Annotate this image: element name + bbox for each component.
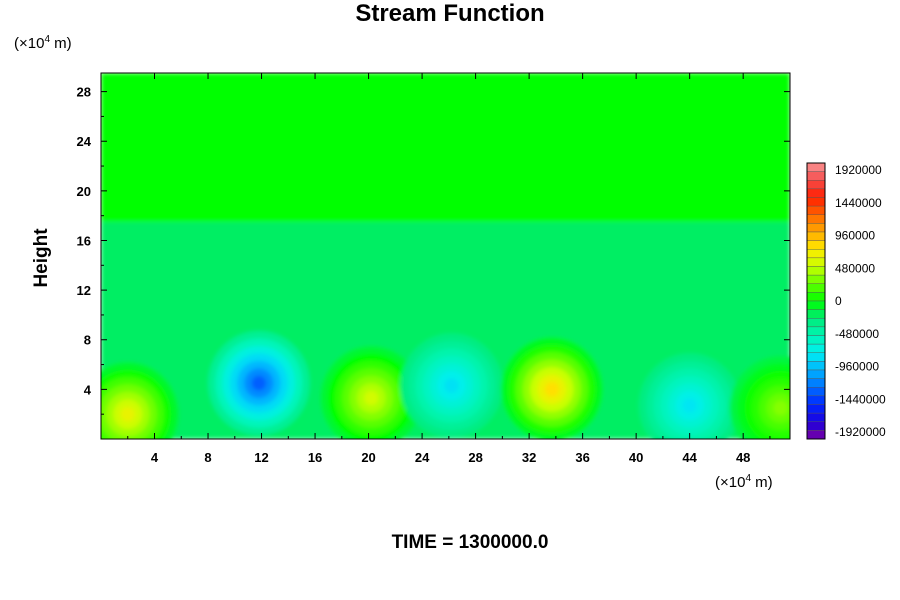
- colorbar-cell: [806, 326, 826, 336]
- contour-cell: [320, 345, 423, 439]
- y-tick-label: 12: [77, 283, 91, 298]
- colorbar-cell: [806, 214, 826, 224]
- y-tick-label: 16: [77, 233, 91, 248]
- contour-cell: [729, 355, 790, 439]
- x-tick-label: 40: [629, 450, 643, 465]
- x-tick-label: 16: [308, 450, 322, 465]
- x-tick-label: 20: [361, 450, 375, 465]
- colorbar-label: -960000: [835, 360, 879, 374]
- colorbar-cell: [806, 369, 826, 379]
- colorbar-cell: [806, 292, 826, 302]
- x-tick-label: 24: [415, 450, 430, 465]
- colorbar-cell: [806, 300, 826, 310]
- contour-cell: [638, 353, 741, 439]
- x-axis-unit: (×104 m): [715, 473, 773, 491]
- y-tick-label: 8: [84, 333, 91, 348]
- colorbar-label: -480000: [835, 327, 879, 341]
- colorbar-cell: [806, 231, 826, 241]
- contour-cell: [400, 333, 503, 438]
- colorbar-label: 960000: [835, 229, 875, 243]
- colorbar-label: 1920000: [835, 163, 882, 177]
- colorbar-label: -1920000: [835, 425, 886, 439]
- colorbar-cell: [806, 430, 826, 440]
- x-tick-label: 48: [736, 450, 750, 465]
- x-tick-label: 4: [151, 450, 159, 465]
- colorbar-cell: [806, 404, 826, 414]
- x-tick-label: 44: [682, 450, 697, 465]
- y-tick-label: 20: [77, 184, 91, 199]
- colorbar-cell: [806, 395, 826, 405]
- plot-frame: [100, 72, 791, 440]
- x-tick-label: 8: [204, 450, 211, 465]
- colorbar-cell: [806, 352, 826, 362]
- colorbar-cell: [806, 180, 826, 190]
- y-axis-unit: (×104 m): [14, 34, 72, 52]
- colorbar-cell: [806, 283, 826, 293]
- colorbar-cell: [806, 343, 826, 353]
- x-tick-label: 28: [468, 450, 482, 465]
- colorbar-cell: [806, 205, 826, 215]
- colorbar-frame: [806, 162, 826, 440]
- colorbar-cell: [806, 249, 826, 259]
- colorbar-label: -1440000: [835, 392, 886, 406]
- colorbar-cell: [806, 387, 826, 397]
- colorbar-cell: [806, 421, 826, 431]
- x-tick-label: 36: [575, 450, 589, 465]
- colorbar-cell: [806, 240, 826, 250]
- colorbar-cell: [806, 361, 826, 371]
- colorbar-cell: [806, 378, 826, 388]
- colorbar-cell: [806, 318, 826, 328]
- colorbar-cell: [806, 309, 826, 319]
- contour-cell: [501, 337, 603, 439]
- colorbar-label: 0: [835, 294, 842, 308]
- field-band: [101, 73, 790, 222]
- colorbar-cell: [806, 274, 826, 284]
- colorbar-cell: [806, 197, 826, 207]
- y-tick-label: 28: [77, 85, 91, 100]
- colorbar-cell: [806, 335, 826, 345]
- x-tick-label: 12: [254, 450, 268, 465]
- contour-cell: [208, 331, 310, 436]
- colorbar-cell: [806, 257, 826, 267]
- y-tick-label: 4: [84, 382, 92, 397]
- colorbar-cell: [806, 188, 826, 198]
- colorbar-cell: [806, 223, 826, 233]
- colorbar-cell: [806, 171, 826, 181]
- time-label: TIME = 1300000.0: [391, 532, 549, 553]
- chart-title: Stream Function: [355, 0, 545, 27]
- x-tick-label: 32: [522, 450, 536, 465]
- colorbar-cell: [806, 162, 826, 172]
- colorbar-cell: [806, 266, 826, 276]
- contour-cell: [101, 362, 179, 439]
- colorbar-label: 1440000: [835, 196, 882, 210]
- colorbar-label: 480000: [835, 261, 875, 275]
- colorbar-cell: [806, 412, 826, 422]
- y-tick-label: 24: [77, 134, 92, 149]
